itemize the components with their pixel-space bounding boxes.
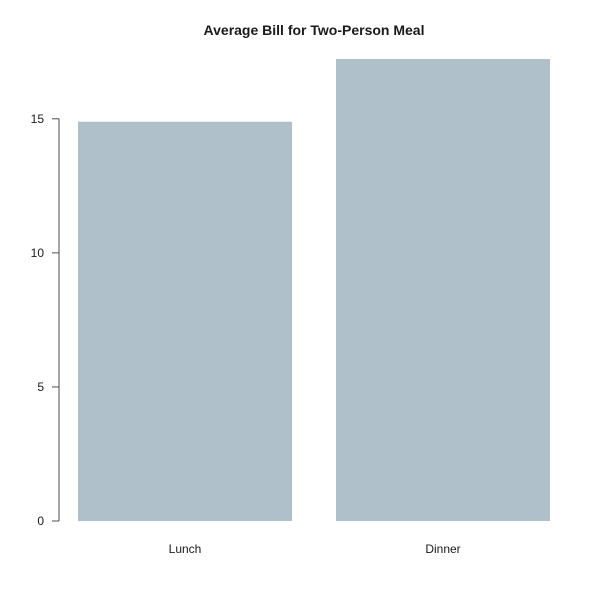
y-tick-label: 10 [31,246,45,260]
x-category-label: Lunch [169,542,202,556]
y-tick-label: 0 [37,514,44,528]
bar-dinner [336,59,550,521]
x-category-label: Dinner [425,542,460,556]
y-axis: 0 5 10 15 [31,112,60,528]
y-tick-label: 5 [37,380,44,394]
bar-series [78,59,550,521]
chart-title: Average Bill for Two-Person Meal [204,22,425,38]
y-tick-label: 15 [31,112,45,126]
bar-lunch [78,121,292,521]
x-axis-labels: Lunch Dinner [169,542,461,556]
